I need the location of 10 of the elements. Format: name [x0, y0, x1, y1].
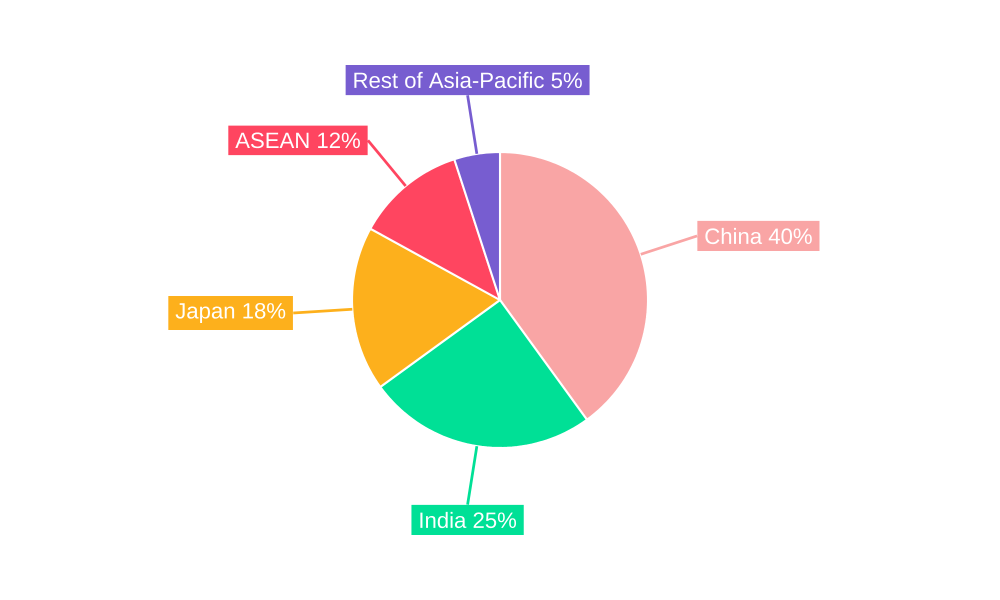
data-label: 5%	[552, 72, 582, 88]
slice-label: India	[420, 512, 466, 528]
slice-label: ASEAN	[235, 132, 308, 148]
data-label: 40%	[768, 228, 812, 244]
data-label: 18%	[243, 302, 286, 319]
slice-label: Japan	[176, 303, 234, 324]
slice-label: Rest of Asia-Pacific	[354, 72, 544, 88]
data-label: 25%	[474, 512, 516, 528]
data-label: 12%	[318, 132, 360, 148]
slice-label: China	[705, 228, 762, 244]
